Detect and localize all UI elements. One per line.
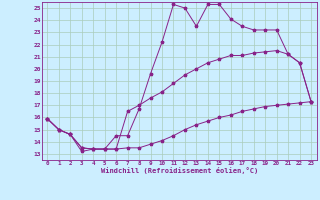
X-axis label: Windchill (Refroidissement éolien,°C): Windchill (Refroidissement éolien,°C) [100, 167, 258, 174]
